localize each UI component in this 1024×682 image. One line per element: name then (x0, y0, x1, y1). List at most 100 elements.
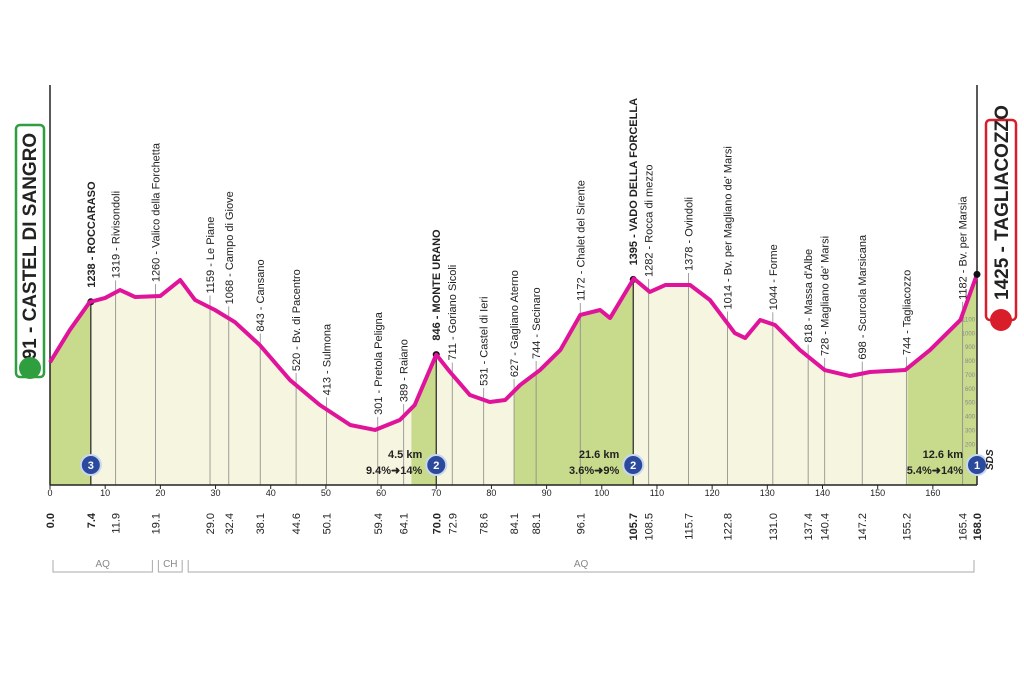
climb-gradient: 3.6%➜9% (569, 465, 619, 477)
climb-badge (79, 454, 102, 476)
waypoint-label: 413 - Sulmona (321, 323, 333, 395)
climb-gradient: 5.4%➜14% (907, 465, 964, 477)
waypoint-label: 1044 - Forme (768, 244, 780, 310)
waypoint-label: 1378 - Ovindoli (683, 197, 695, 271)
waypoint-label: 846 - MONTE URANO (431, 229, 443, 341)
waypoint-km: 96.1 (575, 513, 587, 534)
waypoint-label: 843 - Cansano (255, 259, 267, 331)
x-tick-label: 60 (376, 488, 386, 498)
climb-category: 3 (88, 460, 94, 472)
waypoint-km: 115.7 (683, 513, 695, 540)
waypoint-km: 137.4 (803, 513, 815, 541)
waypoint-km: 105.7 (628, 513, 640, 541)
waypoint-km: 70.0 (431, 513, 443, 534)
x-tick-label: 20 (155, 488, 165, 498)
waypoint-label: 1238 - ROCCARASO (86, 181, 98, 288)
y-tick-label: 500 (965, 401, 976, 407)
waypoint-label: 1159 - Le Piane (205, 217, 217, 294)
y-tick-label: 1100 (962, 317, 976, 323)
waypoint-km: 165.4 (958, 513, 970, 541)
waypoint-label: 1260 - Valico della Forchetta (150, 142, 162, 282)
climb-length: 4.5 km (388, 449, 422, 461)
waypoint-km: 50.1 (321, 513, 333, 534)
waypoint-label: 389 - Raiano (399, 339, 411, 402)
waypoint-km: 44.6 (291, 513, 303, 534)
climb-area (514, 279, 634, 485)
waypoint-km: 88.1 (531, 513, 543, 534)
waypoint-km: 78.6 (479, 513, 491, 534)
climb-badge (966, 454, 988, 476)
waypoint-km: 38.1 (255, 513, 267, 534)
region-label: AQ (95, 559, 110, 570)
climb-length: 21.6 km (579, 449, 620, 461)
waypoint-label: 1068 - Campo di Giove (224, 191, 236, 304)
waypoint-km: 11.9 (111, 513, 123, 534)
waypoint-label: 698 - Scurcola Marsicana (857, 234, 869, 360)
waypoint-km: 32.4 (224, 513, 236, 534)
x-tick-label: 10 (100, 488, 110, 498)
climb-badge (622, 454, 645, 476)
region-label: CH (163, 559, 177, 570)
waypoint-km: 168.0 (972, 513, 984, 541)
waypoint-label: 744 - Secinaro (531, 287, 543, 359)
region-bracket (52, 560, 153, 573)
x-tick-label: 140 (815, 488, 830, 498)
y-tick-label: 200 (965, 442, 976, 448)
finish-icon (990, 309, 1012, 331)
waypoint-label: 301 - Pretola Peligna (373, 311, 385, 415)
start-icon (19, 357, 41, 379)
x-tick-label: 120 (705, 488, 720, 498)
finish-dot (973, 270, 981, 278)
region-label: AQ (574, 559, 589, 570)
x-tick-label: 160 (925, 488, 940, 498)
x-tick-label: 30 (211, 488, 221, 498)
waypoint-km: 84.1 (509, 513, 521, 534)
x-tick-label: 80 (486, 488, 496, 498)
finish-label: 1425 - TAGLIACOZZO (992, 105, 1013, 300)
y-tick-label: 800 (965, 359, 976, 365)
waypoint-km: 59.4 (373, 513, 385, 534)
waypoint-label: 1182 - Bv. per Marsia (958, 195, 970, 299)
waypoint-label: 1395 - VADO DELLA FORCELLA (628, 98, 640, 266)
waypoint-label: 744 - Tagliacozzo (901, 270, 913, 355)
climb-category: 2 (433, 460, 439, 472)
waypoint-label: 1319 - Rivisondoli (111, 191, 123, 278)
climb-category: 2 (630, 460, 636, 472)
y-tick-label: 300 (965, 428, 976, 434)
waypoint-label: 520 - Bv. di Pacentro (291, 269, 303, 371)
climb-area (411, 354, 437, 485)
region-bracket (157, 560, 183, 573)
y-tick-label: 900 (965, 345, 976, 351)
profile-line (48, 273, 979, 432)
waypoint-label: 1014 - Bv. per Magliano de' Marsi (723, 146, 735, 309)
x-tick-label: 100 (594, 488, 609, 498)
climb-gradient: 9.4%➜14% (366, 465, 423, 477)
climb-badge (425, 454, 448, 476)
waypoint-label: 1172 - Chalet del Sirente (575, 180, 587, 301)
waypoint-label: 818 - Massa d'Albe (803, 249, 815, 343)
y-tick-label: 600 (965, 387, 976, 393)
x-tick-label: 50 (321, 488, 331, 498)
y-tick-label: 400 (965, 415, 976, 421)
climb-length: 12.6 km (923, 449, 964, 461)
waypoint-label: 627 - Gagliano Aterno (509, 270, 521, 377)
x-tick-label: 130 (760, 488, 775, 498)
waypoint-km: 0.0 (45, 513, 57, 528)
waypoint-label: 1282 - Rocca di mezzo (644, 165, 656, 278)
climb-area (907, 274, 977, 485)
x-tick-label: 150 (870, 488, 885, 498)
waypoint-km: 155.2 (901, 513, 913, 541)
waypoint-km: 19.1 (150, 513, 162, 534)
climb-category: 1 (974, 460, 980, 472)
x-tick-label: 0 (47, 488, 52, 498)
waypoint-label: 531 - Castel di Ieri (479, 297, 491, 386)
waypoint-km: 29.0 (205, 513, 217, 534)
x-tick-label: 90 (542, 488, 552, 498)
waypoint-km: 72.9 (447, 513, 459, 534)
waypoint-km: 64.1 (399, 513, 411, 534)
waypoint-km: 147.2 (857, 513, 869, 541)
waypoint-km: 122.8 (723, 513, 735, 541)
waypoint-label: 711 - Goriano Sicoli (447, 265, 459, 361)
profile-fill (50, 274, 977, 485)
